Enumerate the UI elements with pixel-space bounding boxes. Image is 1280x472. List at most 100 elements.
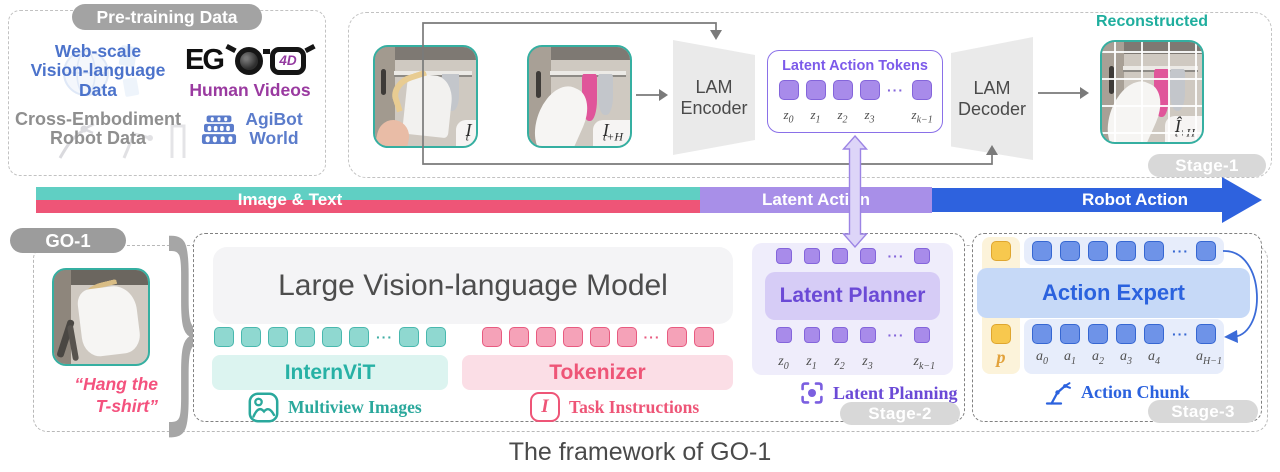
z-label: zk−1 xyxy=(913,354,936,372)
art-shape xyxy=(54,270,148,286)
latent-action-tokens-box: Latent Action Tokens ··· z0 z1 z2 z3 zk−… xyxy=(767,50,943,133)
a-label: a1 xyxy=(1064,349,1076,367)
token xyxy=(832,80,853,100)
token xyxy=(349,327,369,347)
z-label: z0 xyxy=(783,107,794,126)
agibot-world-label: AgiBot World xyxy=(245,109,303,149)
stage1-panel xyxy=(348,12,1272,178)
robot-arms-watermark-icon xyxy=(58,122,186,159)
token xyxy=(426,327,446,347)
token xyxy=(1032,241,1052,261)
ellipsis: ··· xyxy=(887,327,905,343)
token xyxy=(535,327,556,347)
reconstructed-label: Reconstructed xyxy=(1095,13,1209,30)
glasses-left-temple-icon xyxy=(225,43,237,54)
token xyxy=(911,80,932,100)
web-data-watermark-icon xyxy=(63,45,140,97)
globe-lens-icon xyxy=(234,46,263,75)
go1-badge: GO-1 xyxy=(10,228,126,253)
action-expert-box: Action Expert xyxy=(977,268,1250,318)
token xyxy=(778,80,799,100)
z-label: zk−1 xyxy=(911,107,933,126)
internvit-box: InternViT xyxy=(212,355,448,390)
token xyxy=(399,327,419,347)
ego4d-4d-text: 4D xyxy=(279,53,297,68)
pretraining-title-badge: Pre-training Data xyxy=(72,4,262,30)
token xyxy=(831,248,848,264)
stage3-badge: Stage-3 xyxy=(1148,400,1258,423)
a-label: aH−1 xyxy=(1196,349,1222,367)
token xyxy=(322,327,342,347)
cross-embodiment-label: Cross-Embodiment Robot Data xyxy=(14,109,182,148)
stage1-badge: Stage-1 xyxy=(1148,154,1266,177)
timeline-image-text-label: Image & Text xyxy=(237,190,343,209)
ego4d-group: EG 4D Human Videos xyxy=(176,43,324,101)
token xyxy=(666,327,687,347)
go1-input-image xyxy=(52,268,150,366)
timeline-arrowhead xyxy=(1222,177,1262,223)
z-label: z1 xyxy=(810,107,821,126)
token xyxy=(805,80,826,100)
token xyxy=(913,248,930,264)
token xyxy=(508,327,529,347)
art-shape xyxy=(536,70,542,99)
latent-planning-caption: Latent Planning xyxy=(800,381,958,405)
latent-planner-group: ··· Latent Planner ··· z0 z1 z2 z3 zk−1 xyxy=(752,243,953,375)
ellipsis: ··· xyxy=(1172,326,1189,342)
ellipsis: ··· xyxy=(887,82,904,98)
a-label: a3 xyxy=(1120,349,1132,367)
human-videos-label: Human Videos xyxy=(189,80,311,100)
lam-decoder: LAM Decoder xyxy=(951,37,1033,160)
action-token-labels: a0 a1 a2 a3 a4 aH−1 xyxy=(1024,350,1224,367)
latent-token-row: ··· xyxy=(768,80,942,100)
robot-arm-icon xyxy=(1045,382,1071,405)
token xyxy=(1116,324,1136,344)
token xyxy=(1060,324,1080,344)
token xyxy=(859,327,876,343)
task-instructions-caption: I Task Instructions xyxy=(530,392,699,422)
art-shape xyxy=(597,73,613,116)
a-label: a0 xyxy=(1036,349,1048,367)
task-instructions-label: Task Instructions xyxy=(569,396,700,417)
token xyxy=(775,248,792,264)
token xyxy=(831,327,848,343)
glasses-right-temple-icon xyxy=(304,43,316,54)
art-shape xyxy=(36,187,700,200)
vision-token-row: ··· xyxy=(212,327,448,347)
token xyxy=(481,327,502,347)
latent-token-labels: z0 z1 z2 z3 zk−1 xyxy=(768,108,942,126)
ellipsis: ··· xyxy=(376,329,393,345)
latent-planner-top-tokens: ··· xyxy=(752,248,953,264)
token xyxy=(214,327,234,347)
ellipsis: ··· xyxy=(887,248,905,264)
colosseum-icon xyxy=(202,115,237,144)
token xyxy=(1088,241,1108,261)
latent-planning-icon xyxy=(801,382,823,404)
proprio-label: p xyxy=(996,347,1006,367)
timeline-latent-action-segment xyxy=(700,187,932,213)
art-shape xyxy=(36,200,700,213)
art-shape xyxy=(1123,66,1198,72)
timeline-latent-action-label: Latent Action xyxy=(762,190,870,209)
token xyxy=(859,80,880,100)
art-shape xyxy=(1109,66,1114,94)
latent-planner-bottom-tokens: ··· xyxy=(752,327,953,343)
z-label: z0 xyxy=(778,354,789,372)
z-label: z2 xyxy=(834,354,845,372)
figure-caption: The framework of GO-1 xyxy=(508,438,772,466)
token xyxy=(589,327,610,347)
token xyxy=(803,327,820,343)
action-bottom-tokens: ··· xyxy=(1024,324,1224,344)
lam-encoder: LAM Encoder xyxy=(673,40,755,155)
ego4d-4d-lens-icon: 4D xyxy=(269,46,306,75)
timeline-image-text-segment xyxy=(36,187,700,213)
z-label: z3 xyxy=(864,107,875,126)
text-token-row: ··· xyxy=(462,327,733,347)
vlm-box: Large Vision-language Model xyxy=(213,247,733,324)
tokenizer-box: Tokenizer xyxy=(462,355,733,390)
art-shape xyxy=(1154,69,1169,117)
